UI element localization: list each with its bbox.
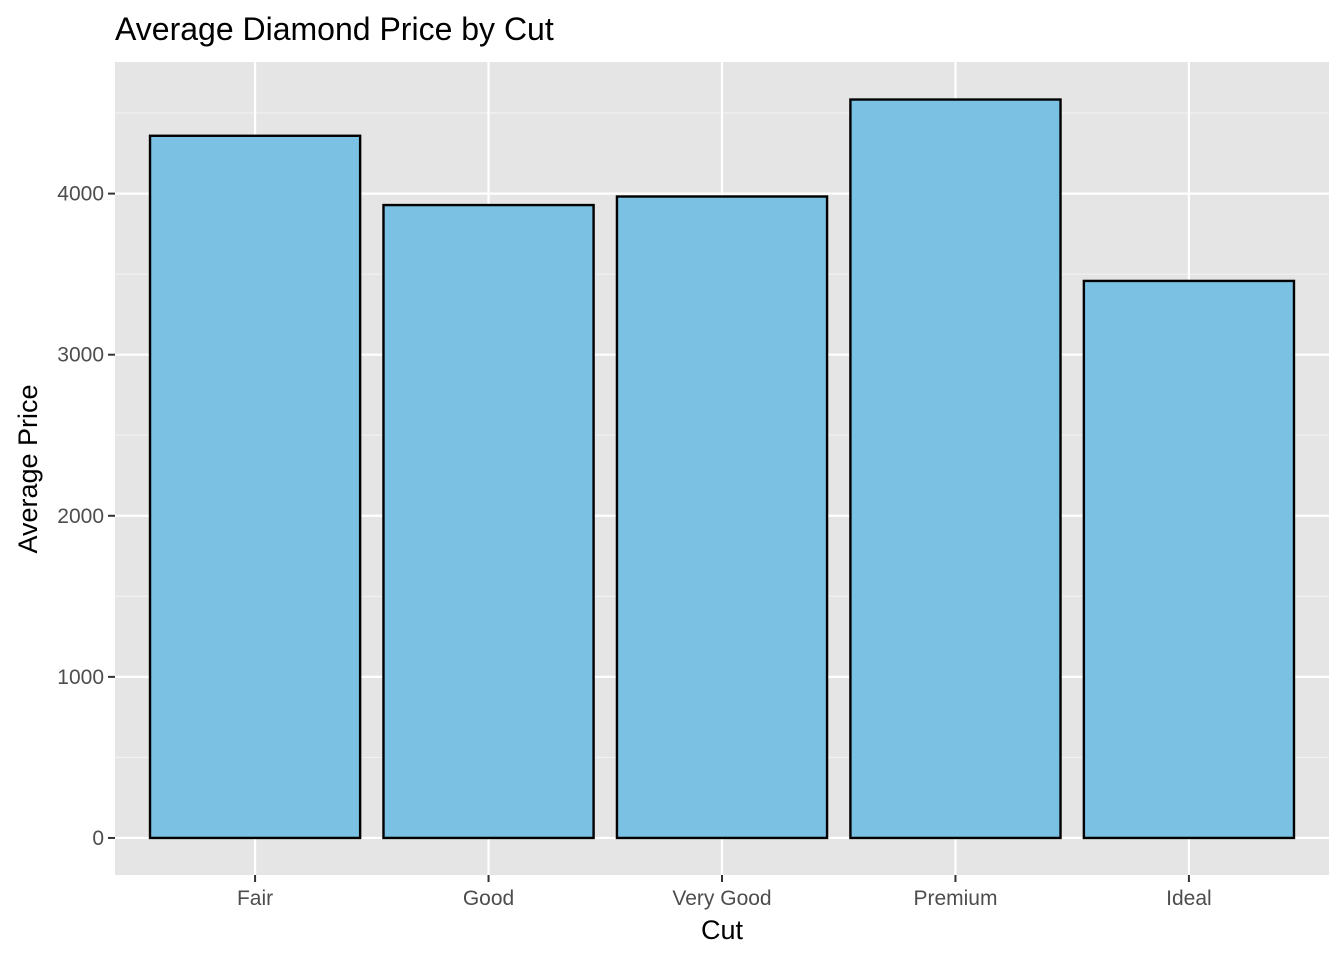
y-axis: 0 1000 2000 3000 4000	[57, 183, 115, 850]
x-axis-title: Cut	[701, 915, 744, 945]
bar-very-good	[615, 195, 829, 840]
y-tick-label-1: 1000	[57, 666, 104, 689]
bar-fair	[148, 134, 362, 840]
y-tick-label-4: 4000	[57, 183, 104, 206]
x-axis: Fair Good Very Good Premium Ideal	[237, 875, 1212, 910]
bar-premium	[849, 98, 1062, 840]
x-tick-label-3: Premium	[913, 887, 997, 910]
chart-title: Average Diamond Price by Cut	[115, 11, 554, 47]
bar-ideal	[1082, 279, 1296, 840]
y-axis-title: Average Price	[13, 384, 43, 553]
y-tick-label-2: 2000	[57, 505, 104, 528]
x-tick-label-0: Fair	[237, 887, 273, 910]
bar-good	[382, 203, 595, 840]
y-tick-label-3: 3000	[57, 344, 104, 367]
x-tick-label-4: Ideal	[1166, 887, 1212, 910]
bars-group	[148, 98, 1296, 840]
x-tick-label-1: Good	[463, 887, 514, 910]
y-tick-label-0: 0	[92, 827, 104, 850]
x-tick-label-2: Very Good	[672, 887, 771, 910]
